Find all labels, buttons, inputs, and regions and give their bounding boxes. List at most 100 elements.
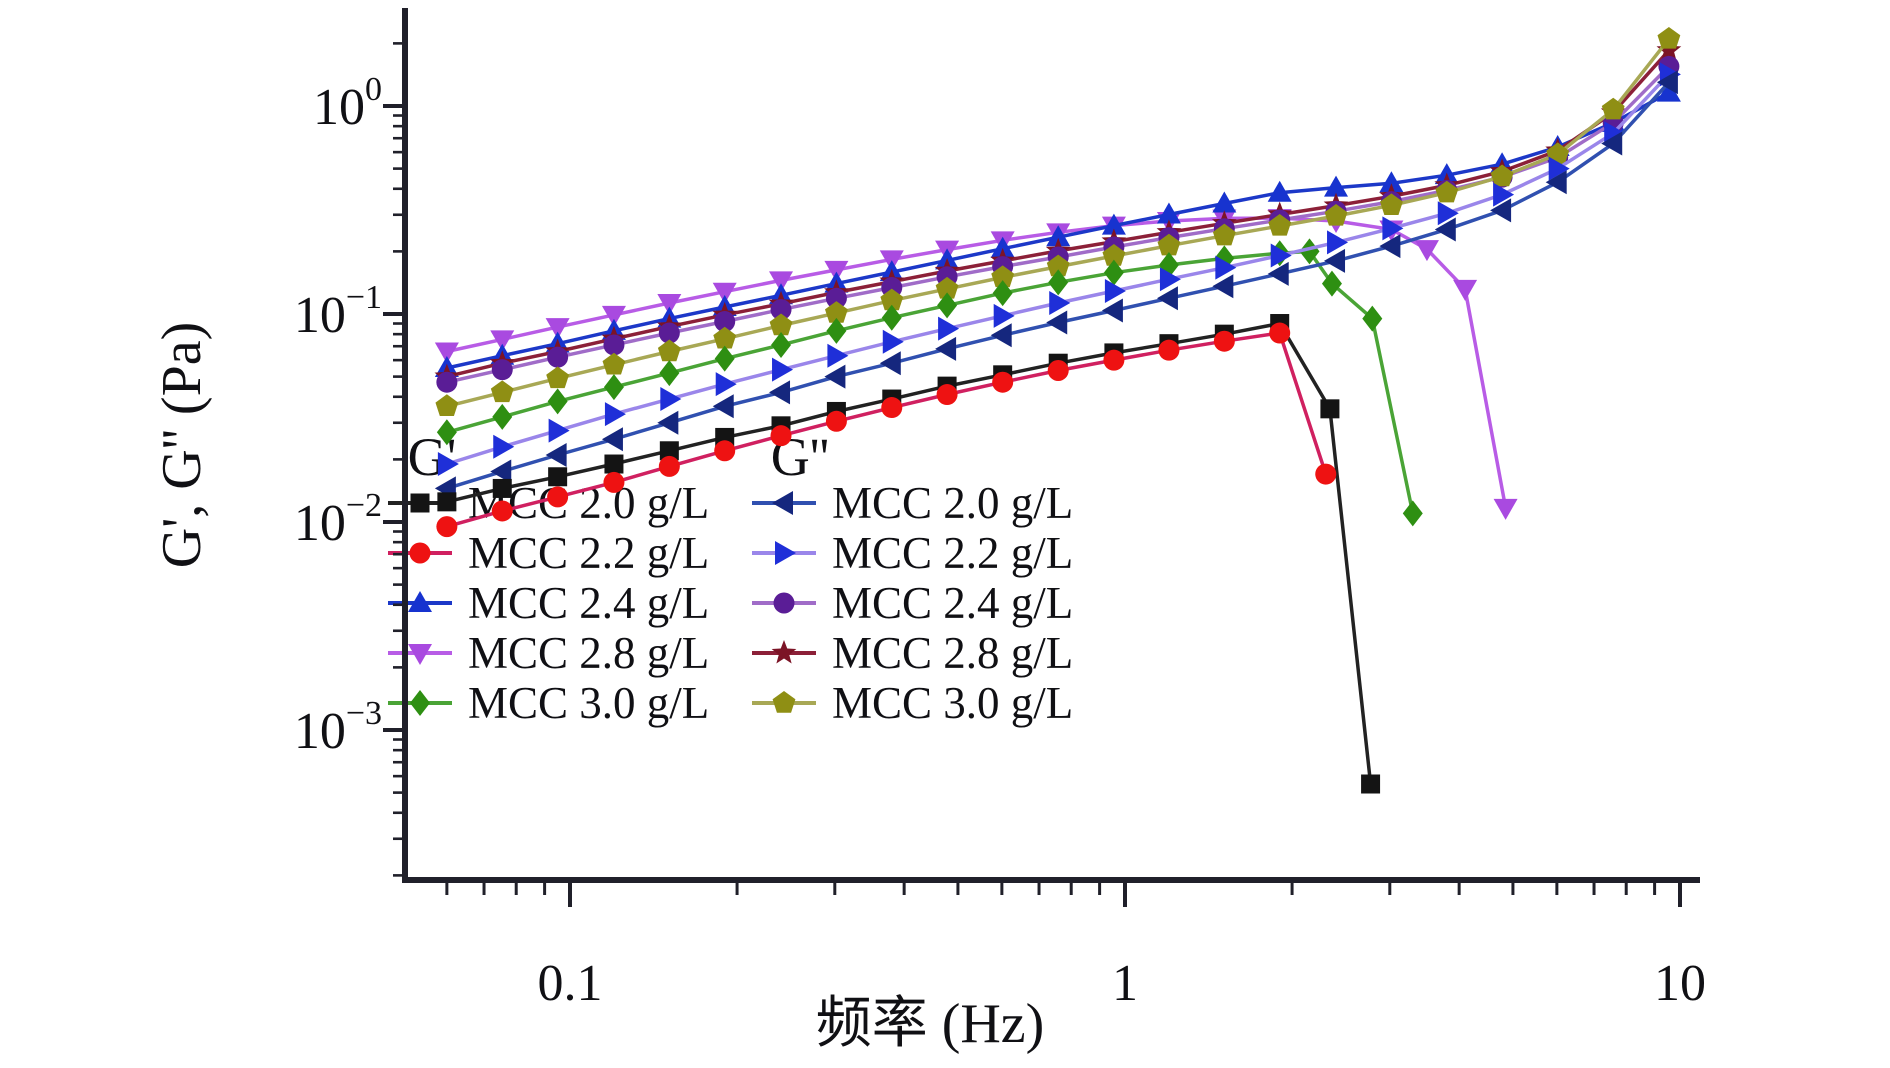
data-point-marker: [660, 387, 682, 412]
data-point-marker: [657, 293, 682, 315]
data-point-marker: [1299, 238, 1320, 265]
y-tick-label: 10−3: [294, 695, 382, 760]
data-point-marker: [937, 292, 958, 319]
legend-entry-gp-2.8: MCC 2.8 g/L: [388, 628, 709, 678]
data-point-marker: [713, 326, 737, 349]
legend-entry-gpp-2.0: MCC 2.0 g/L: [752, 478, 1073, 528]
data-point-marker: [1362, 305, 1383, 332]
data-point-marker: [603, 374, 624, 401]
data-point-marker: [772, 357, 794, 382]
data-point-marker: [491, 500, 513, 522]
data-point-marker: [771, 331, 792, 358]
y-tick-label: 10−1: [294, 279, 382, 344]
data-point-marker: [490, 330, 515, 352]
data-point-marker: [547, 388, 568, 415]
data-point-marker: [936, 384, 958, 406]
data-point-marker: [604, 454, 624, 474]
data-point-marker: [1156, 286, 1178, 311]
data-point-marker: [1159, 267, 1181, 292]
data-point-marker: [775, 541, 796, 565]
legend-entry-label: MCC 2.4 g/L: [832, 578, 1073, 628]
legend-entry-gpp-2.8: MCC 2.8 g/L: [752, 628, 1073, 678]
data-point-marker: [1324, 248, 1346, 273]
data-point-marker: [773, 592, 795, 614]
data-point-marker: [992, 280, 1013, 307]
data-point-marker: [935, 276, 959, 299]
data-point-marker: [1268, 213, 1292, 236]
data-point-marker: [1490, 198, 1512, 223]
data-point-marker: [435, 394, 459, 416]
data-point-marker: [1046, 310, 1068, 335]
data-point-marker: [993, 303, 1015, 328]
data-point-marker: [493, 434, 515, 459]
series-gp-2.2: [436, 322, 1337, 538]
data-point-marker: [1453, 279, 1478, 301]
series-gpp-3.0: [435, 26, 1681, 416]
data-point-marker: [712, 282, 737, 304]
data-point-marker: [1104, 278, 1126, 303]
data-point-marker: [603, 471, 625, 493]
legend-entry-gp-2.4: MCC 2.4 g/L: [388, 578, 709, 628]
data-point-marker: [1048, 269, 1069, 296]
data-point-marker: [1434, 217, 1456, 242]
data-point-marker: [772, 491, 793, 515]
data-point-marker: [1315, 463, 1337, 485]
legend-entry-label: MCC 2.8 g/L: [832, 628, 1073, 678]
data-point-marker: [437, 452, 459, 477]
data-point-marker: [603, 334, 625, 356]
data-point-marker: [1327, 230, 1349, 255]
data-point-marker: [824, 364, 846, 389]
data-point-marker: [1270, 243, 1292, 268]
data-point-marker: [545, 318, 570, 340]
data-point-marker: [1157, 233, 1181, 256]
data-point-marker: [879, 351, 901, 376]
data-point-marker: [659, 360, 680, 387]
data-point-marker: [1382, 216, 1404, 241]
legend-entry-label: MCC 2.2 g/L: [468, 528, 709, 578]
data-point-marker: [1601, 131, 1623, 156]
legend-entry-label: MCC 2.8 g/L: [468, 628, 709, 678]
data-point-marker: [826, 317, 847, 344]
data-point-marker: [1548, 156, 1570, 181]
data-point-marker: [715, 372, 737, 397]
data-point-marker: [1212, 223, 1236, 246]
data-point-marker: [1158, 339, 1180, 361]
legend-entry-gp-2.2: MCC 2.2 g/L: [388, 528, 709, 578]
x-tick-label: 10: [1654, 955, 1706, 1012]
data-point-marker: [545, 442, 567, 467]
y-axis-title: G', G'' (Pa): [151, 322, 213, 568]
legend-entry-gpp-2.2: MCC 2.2 g/L: [752, 528, 1073, 578]
data-point-marker: [882, 329, 904, 354]
data-point-marker: [1379, 193, 1403, 216]
data-point-marker: [1435, 180, 1459, 203]
data-point-marker: [769, 313, 793, 336]
data-point-marker: [434, 342, 459, 364]
series-gpp-2.0: [434, 70, 1678, 501]
data-point-marker: [714, 345, 735, 372]
data-point-marker: [714, 311, 736, 333]
data-point-marker: [935, 336, 957, 361]
data-point-marker: [1656, 37, 1682, 61]
axis-lines: [402, 8, 1700, 883]
data-point-marker: [1321, 270, 1342, 297]
data-point-marker: [769, 380, 791, 405]
data-point-marker: [1046, 254, 1070, 277]
legend-entry-gpp-3.0: MCC 3.0 g/L: [752, 678, 1073, 728]
data-point-marker: [825, 410, 847, 432]
legend-entry-label: MCC 2.0 g/L: [832, 478, 1073, 528]
x-axis-title: 频率 (Hz): [816, 993, 1045, 1055]
data-point-marker: [990, 323, 1012, 348]
data-point-marker: [824, 260, 849, 282]
data-point-marker: [1267, 180, 1292, 202]
data-point-marker: [1103, 259, 1124, 286]
data-point-marker: [1103, 349, 1125, 371]
data-point-marker: [1215, 255, 1237, 280]
data-point-marker: [1656, 80, 1681, 102]
data-point-marker: [547, 346, 569, 368]
data-point-marker: [771, 640, 797, 664]
data-point-marker: [770, 425, 792, 447]
data-point-marker: [436, 371, 458, 393]
data-point-marker: [1601, 97, 1625, 120]
